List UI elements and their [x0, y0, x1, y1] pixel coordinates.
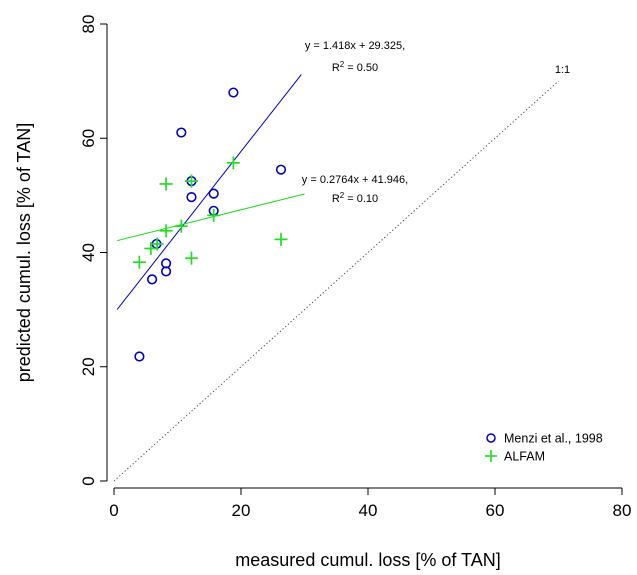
point-menzi-7 — [186, 191, 197, 203]
reference-line-1-1 — [113, 80, 559, 482]
y-tick-label-60: 60 — [79, 129, 98, 148]
point-alfam-3 — [159, 177, 173, 191]
point-alfam-4 — [159, 224, 173, 238]
legend: Menzi et al., 1998 ALFAM — [485, 432, 603, 464]
point-alfam-8 — [207, 208, 221, 222]
x-tick-label-0: 0 — [109, 501, 118, 520]
point-alfam-7 — [184, 251, 198, 265]
point-menzi-1 — [147, 274, 158, 285]
point-alfam-0 — [132, 255, 146, 269]
y-tick-label-80: 80 — [79, 15, 98, 34]
reference-line-group: 1:1 — [113, 64, 570, 482]
point-alfam-5 — [174, 219, 188, 233]
data-points — [132, 87, 288, 362]
y-tick-label-0: 0 — [79, 476, 98, 485]
fit-equation-menzi: y = 1.418x + 29.325, — [305, 40, 405, 52]
axes: 0 0 20 20 40 40 60 60 80 80 — [79, 15, 631, 520]
fit-line-alfam — [117, 193, 305, 242]
x-tick-label-20: 20 — [232, 501, 251, 520]
point-menzi-10 — [228, 87, 239, 98]
legend-marker-menzi — [486, 433, 496, 443]
annotations: y = 1.418x + 29.325, R2 = 0.50 y = 0.2764x… — [302, 40, 408, 205]
legend-label-alfam: ALFAM — [504, 450, 545, 464]
point-menzi-4 — [160, 266, 172, 277]
x-tick-label-40: 40 — [359, 501, 378, 520]
legend-label-menzi: Menzi et al., 1998 — [504, 432, 603, 446]
point-menzi-5 — [176, 127, 187, 138]
point-menzi-11 — [275, 164, 287, 175]
x-tick-label-60: 60 — [486, 501, 505, 520]
point-alfam-2 — [150, 237, 164, 251]
legend-marker-alfam — [485, 450, 497, 462]
reference-line-label: 1:1 — [555, 64, 570, 76]
x-tick-label-80: 80 — [613, 501, 632, 520]
y-tick-label-20: 20 — [79, 357, 98, 376]
fit-r2-menzi: R2 = 0.50 — [332, 60, 378, 74]
point-alfam-9 — [226, 156, 240, 170]
fit-equation-alfam: y = 0.2764x + 41.946, — [302, 174, 408, 186]
y-tick-label-40: 40 — [79, 243, 98, 262]
point-alfam-6 — [184, 174, 198, 188]
x-axis-label: measured cumul. loss [% of TAN] — [235, 550, 500, 570]
y-axis-label: predicted cumul. loss [% of TAN] — [14, 123, 34, 382]
fit-lines — [116, 74, 305, 310]
point-menzi-8 — [208, 188, 219, 199]
point-alfam-10 — [274, 232, 288, 246]
fit-r2-alfam: R2 = 0.10 — [332, 191, 378, 205]
point-menzi-0 — [134, 351, 145, 362]
